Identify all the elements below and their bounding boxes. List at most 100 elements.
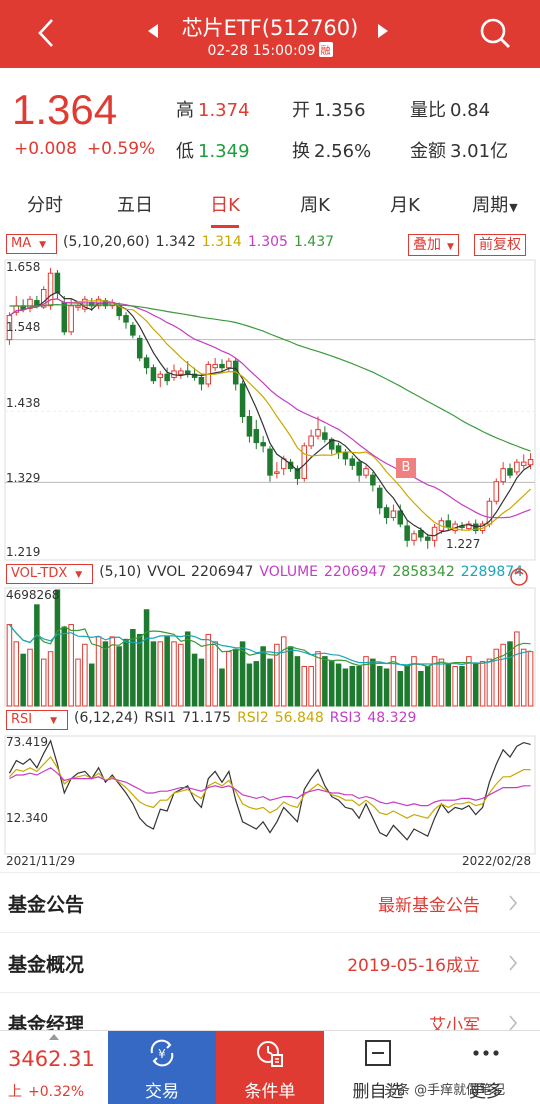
tab-daily-k[interactable]: 日K: [180, 186, 270, 228]
overlay-button[interactable]: 叠加 ▼: [408, 234, 459, 256]
candle-body: [383, 507, 390, 519]
candle-body: [130, 324, 136, 336]
candle-body: [40, 288, 47, 308]
volume-bar: [356, 666, 362, 707]
remove-watchlist-button[interactable]: 删自选: [324, 1031, 432, 1104]
candle-body: [274, 471, 280, 474]
tab-weekly-k[interactable]: 周K: [300, 195, 330, 216]
ma-selector[interactable]: MA ▼: [6, 234, 58, 254]
bottom-action-bar: 3462.31 上 +0.32% ¥ 交易 条件单 删自选: [0, 1030, 540, 1104]
fund-announcement-row[interactable]: 基金公告 最新基金公告: [0, 872, 540, 932]
candle-body: [424, 536, 431, 541]
vvol-value: 2206947: [191, 564, 254, 580]
rsi2-label: RSI2: [237, 710, 269, 726]
rsi-selector[interactable]: RSI ▼: [6, 710, 69, 730]
volume-bar: [6, 624, 13, 707]
volume-bar: [191, 653, 198, 707]
high-label: 高: [176, 100, 194, 121]
candle-body: [68, 305, 74, 333]
ma20-line: [9, 298, 531, 519]
candle-body: [363, 468, 369, 476]
volume-ma5-line: [8, 624, 531, 668]
candle-body: [123, 315, 129, 323]
volume-bar: [116, 646, 122, 707]
refresh-icon[interactable]: [508, 566, 530, 588]
volume-bar: [157, 641, 164, 707]
rsi2-line: [8, 756, 531, 819]
remove-watchlist-label: 删自选: [352, 1082, 404, 1102]
candle-body: [527, 459, 534, 466]
open-cell: 开 1.356: [292, 96, 366, 122]
volume-bar: [486, 658, 493, 707]
change-amount: +0.008: [14, 139, 77, 159]
candle-body: [349, 458, 356, 466]
ma10-line: [9, 298, 532, 531]
more-button[interactable]: 更多: [432, 1031, 540, 1104]
candle-body: [61, 302, 68, 333]
market-index-ticker[interactable]: 3462.31 上 +0.32%: [0, 1031, 108, 1104]
forward-adjust-button[interactable]: 前复权: [474, 234, 526, 256]
search-icon[interactable]: [478, 16, 512, 50]
price-axis-label: 1.219: [6, 545, 41, 559]
candle-body: [376, 487, 383, 509]
volume-bar: [143, 609, 150, 707]
ma20-value: 1.305: [247, 234, 288, 250]
candle-body: [418, 530, 424, 538]
candle-body: [370, 474, 376, 486]
candle-body: [493, 481, 500, 502]
dropdown-caret-icon: ▼: [39, 240, 47, 250]
rsi1-label: RSI1: [144, 710, 177, 726]
volume-bar: [500, 643, 506, 707]
volume-bar: [479, 661, 486, 707]
candle-body: [514, 461, 520, 473]
price-axis-label: 1.548: [6, 320, 41, 334]
price-axis-label: 1.329: [6, 471, 41, 485]
rsi-panel-frame: [4, 735, 536, 855]
open-value: 1.356: [314, 100, 366, 121]
amount-cell: 金额 3.01亿: [410, 137, 508, 163]
tab-period[interactable]: 周期▼: [450, 186, 540, 228]
volume-bar: [205, 633, 212, 707]
volume-bar: [390, 656, 397, 707]
candle-body: [507, 468, 513, 476]
volume-bar: [226, 651, 232, 707]
tab-monthly-k[interactable]: 月K: [390, 195, 420, 216]
volume-label: VOLUME: [259, 564, 319, 580]
volume-indicator-row: VOL-TDX ▼ (5,10) VVOL 2206947 VOLUME 2206947 28…: [6, 564, 529, 586]
trade-button[interactable]: ¥ 交易: [108, 1031, 216, 1104]
volume-bar: [459, 666, 465, 707]
next-stock-icon[interactable]: [376, 22, 390, 40]
fund-overview-row[interactable]: 基金概况 2019-05-16成立: [0, 932, 540, 992]
rsi-min-label: 12.340: [6, 811, 48, 825]
kline-chart[interactable]: MA ▼ (5,10,20,60) 1.342 1.314 1.305 1.437 叠加 ▼ …: [0, 228, 540, 872]
price-axis-label: 1.438: [6, 396, 41, 410]
candle-body: [500, 468, 506, 483]
ma10-value: 1.314: [201, 234, 242, 250]
rsi-params: (6,12,24): [74, 710, 139, 726]
dropdown-caret-icon: ▼: [447, 242, 454, 252]
volume-ma10-value: 2289874: [460, 564, 524, 580]
volume-bar: [171, 641, 177, 707]
candle-body: [520, 461, 527, 466]
high-value: 1.374: [198, 100, 250, 121]
candle-body: [239, 383, 246, 418]
volume-bar: [527, 651, 534, 707]
volume-bar: [507, 641, 513, 707]
volume-selector[interactable]: VOL-TDX ▼: [6, 564, 94, 584]
low-label: 低: [176, 141, 194, 162]
chevron-right-icon: [509, 1015, 518, 1031]
candle-body: [322, 432, 328, 440]
volume-ratio-value: 0.84: [450, 100, 491, 121]
previous-stock-icon[interactable]: [146, 22, 160, 40]
tab-five-day[interactable]: 五日: [117, 195, 153, 216]
last-price: 1.364: [12, 86, 118, 133]
index-value: 3462.31: [8, 1047, 95, 1071]
tab-intraday[interactable]: 分时: [27, 195, 63, 216]
change-percent: +0.59%: [86, 139, 156, 159]
volume-bar: [376, 666, 383, 707]
quote-panel: 1.364 +0.008 +0.59% 高 1.374 开 1.356 量比 0.84 …: [0, 68, 540, 186]
back-arrow-icon[interactable]: [30, 16, 64, 50]
buy-marker: B: [396, 458, 416, 478]
condition-order-button[interactable]: 条件单: [216, 1031, 324, 1104]
condition-order-label: 条件单: [244, 1082, 296, 1102]
